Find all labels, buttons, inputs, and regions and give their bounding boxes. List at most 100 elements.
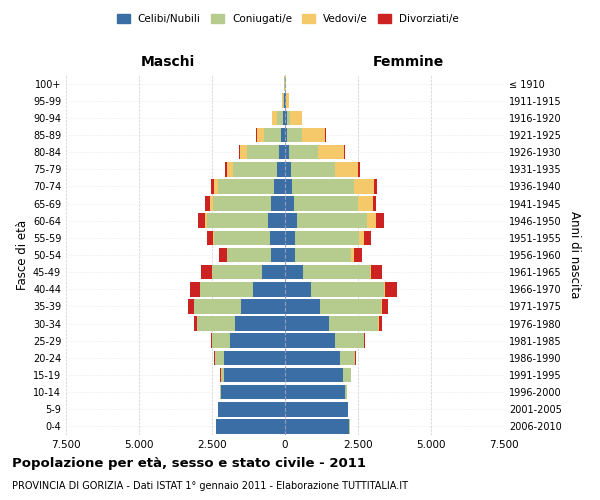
Bar <box>235 316 285 331</box>
Bar <box>343 368 350 382</box>
Bar <box>279 145 285 160</box>
Bar <box>207 214 268 228</box>
Bar <box>281 128 285 142</box>
Bar <box>214 230 270 245</box>
Bar <box>188 299 194 314</box>
Bar <box>285 248 295 262</box>
Bar <box>344 145 345 160</box>
Bar <box>221 368 224 382</box>
Bar <box>353 179 374 194</box>
Bar <box>212 265 262 280</box>
Bar <box>207 230 214 245</box>
Bar <box>240 145 247 160</box>
Y-axis label: Fasce di età: Fasce di età <box>16 220 29 290</box>
Bar <box>230 334 285 348</box>
Bar <box>212 334 230 348</box>
Bar <box>359 230 364 245</box>
Bar <box>218 179 274 194</box>
Bar <box>241 299 285 314</box>
Bar <box>274 179 285 194</box>
Bar <box>371 265 382 280</box>
Bar <box>285 128 287 142</box>
Bar <box>221 385 285 400</box>
Bar <box>277 110 283 125</box>
Bar <box>285 162 291 176</box>
Bar <box>285 145 289 160</box>
Bar <box>287 110 290 125</box>
Bar <box>226 162 227 176</box>
Bar <box>287 128 302 142</box>
Bar <box>224 350 285 365</box>
Bar <box>264 128 281 142</box>
Bar <box>233 162 277 176</box>
Bar <box>320 299 382 314</box>
Bar <box>302 265 370 280</box>
Bar <box>373 196 376 211</box>
Bar <box>205 214 207 228</box>
Bar <box>197 316 235 331</box>
Bar <box>376 214 384 228</box>
Bar <box>285 179 292 194</box>
Bar <box>227 162 233 176</box>
Bar <box>367 214 376 228</box>
Bar <box>329 316 379 331</box>
Bar <box>340 350 355 365</box>
Bar <box>285 350 340 365</box>
Bar <box>285 196 294 211</box>
Bar <box>285 299 320 314</box>
Bar <box>277 162 285 176</box>
Bar <box>285 334 335 348</box>
Legend: Celibi/Nubili, Coniugati/e, Vedovi/e, Divorziati/e: Celibi/Nubili, Coniugati/e, Vedovi/e, Di… <box>113 10 463 29</box>
Bar <box>224 368 285 382</box>
Bar <box>285 230 295 245</box>
Y-axis label: Anni di nascita: Anni di nascita <box>568 212 581 298</box>
Bar <box>285 368 343 382</box>
Bar <box>285 385 345 400</box>
Bar <box>335 162 358 176</box>
Bar <box>285 419 349 434</box>
Bar <box>218 402 285 416</box>
Bar <box>253 282 285 296</box>
Bar <box>296 214 367 228</box>
Bar <box>211 179 214 194</box>
Bar <box>295 248 351 262</box>
Bar <box>364 230 371 245</box>
Bar <box>268 214 285 228</box>
Bar <box>286 94 289 108</box>
Bar <box>200 282 253 296</box>
Bar <box>318 145 344 160</box>
Bar <box>302 128 325 142</box>
Bar <box>283 94 284 108</box>
Bar <box>217 419 285 434</box>
Text: Maschi: Maschi <box>141 55 195 69</box>
Bar <box>284 94 285 108</box>
Bar <box>358 162 360 176</box>
Bar <box>290 110 302 125</box>
Bar <box>283 110 285 125</box>
Bar <box>272 110 277 125</box>
Bar <box>285 282 311 296</box>
Text: Femmine: Femmine <box>373 55 443 69</box>
Bar <box>215 350 224 365</box>
Bar <box>385 282 397 296</box>
Bar <box>335 334 364 348</box>
Bar <box>291 162 335 176</box>
Bar <box>211 334 212 348</box>
Bar <box>214 179 218 194</box>
Bar <box>271 196 285 211</box>
Bar <box>358 196 373 211</box>
Bar <box>202 265 212 280</box>
Bar <box>239 145 240 160</box>
Bar <box>350 248 353 262</box>
Bar <box>285 214 296 228</box>
Bar <box>198 214 205 228</box>
Bar <box>194 316 197 331</box>
Bar <box>270 230 285 245</box>
Bar <box>364 334 365 348</box>
Bar <box>282 94 283 108</box>
Bar <box>370 265 371 280</box>
Bar <box>345 385 347 400</box>
Bar <box>292 179 353 194</box>
Text: Popolazione per età, sesso e stato civile - 2011: Popolazione per età, sesso e stato civil… <box>12 458 366 470</box>
Bar <box>262 265 285 280</box>
